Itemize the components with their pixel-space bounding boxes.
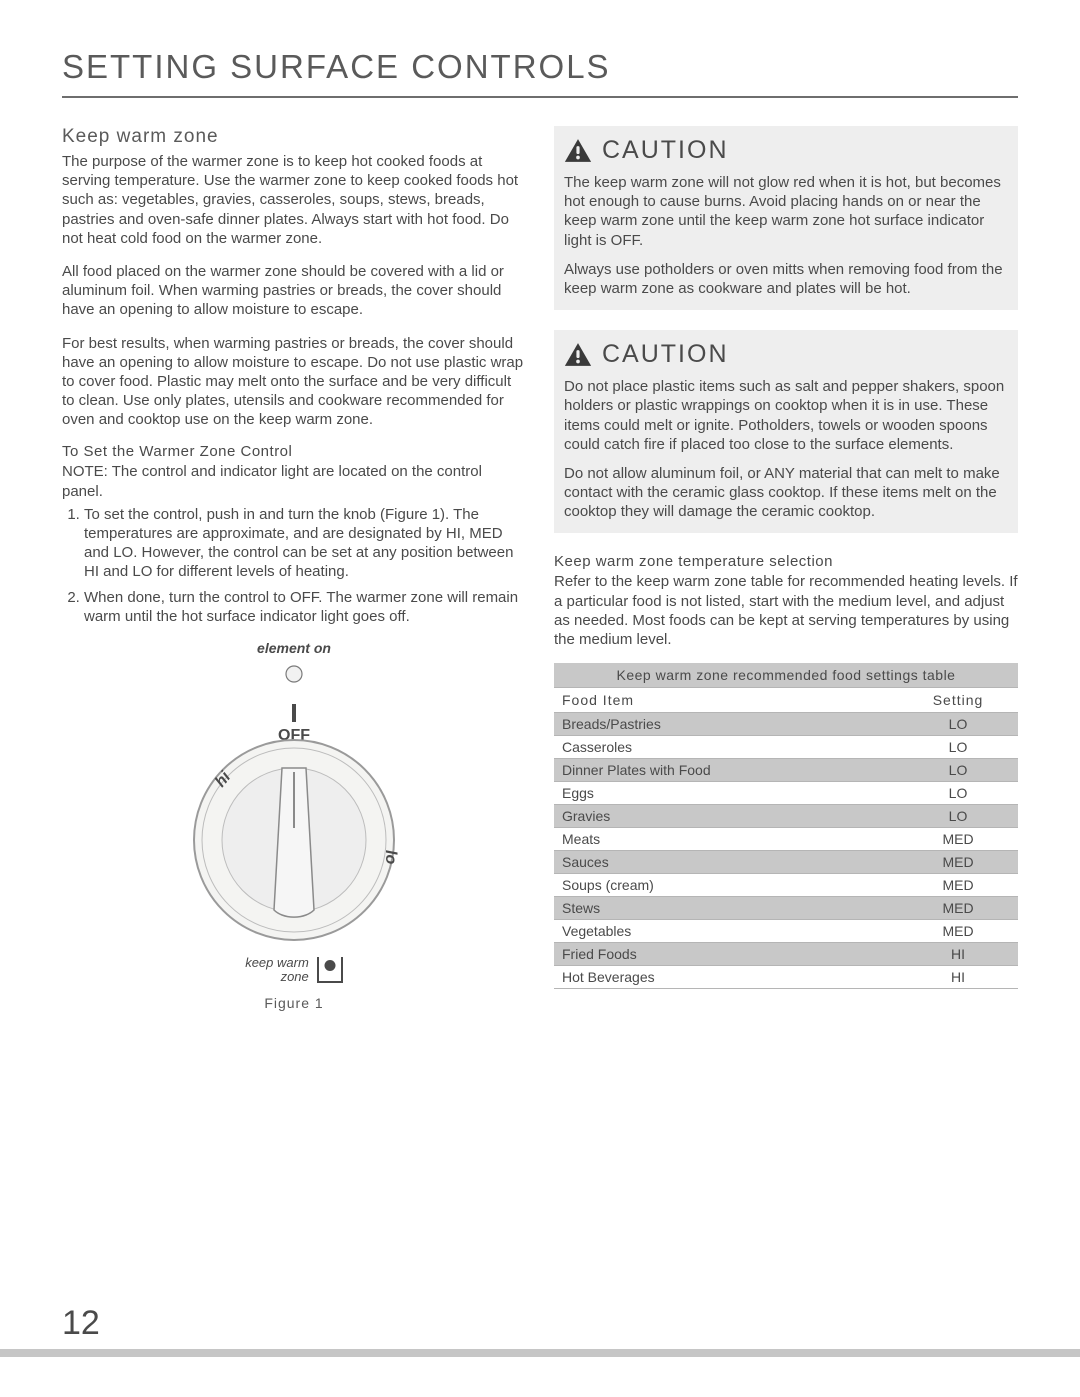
food-settings-table: Keep warm zone recommended food settings… <box>554 663 1018 989</box>
knob-illustration: OFF hi lo <box>164 660 424 950</box>
caution-header: CAUTION <box>564 136 1008 165</box>
section-heading-keep-warm: Keep warm zone <box>62 126 526 148</box>
food-item-cell: Sauces <box>554 851 898 874</box>
table-row: StewsMED <box>554 897 1018 920</box>
food-item-cell: Fried Foods <box>554 943 898 966</box>
footer-bar <box>0 1349 1080 1357</box>
subheading-set-warmer: To Set the Warmer Zone Control <box>62 443 526 460</box>
warning-triangle-icon <box>564 342 592 367</box>
table-row: Fried FoodsHI <box>554 943 1018 966</box>
page-title: SETTING SURFACE CONTROLS <box>62 48 1018 86</box>
setting-cell: MED <box>898 828 1018 851</box>
table-col-food: Food Item <box>554 688 898 713</box>
food-item-cell: Stews <box>554 897 898 920</box>
setting-cell: MED <box>898 874 1018 897</box>
table-col-setting: Setting <box>898 688 1018 713</box>
table-title: Keep warm zone recommended food settings… <box>554 663 1018 688</box>
paragraph: For best results, when warming pastries … <box>62 334 526 430</box>
paragraph: All food placed on the warmer zone shoul… <box>62 262 526 320</box>
subheading-temp-selection: Keep warm zone temperature selection <box>554 553 1018 570</box>
setting-cell: MED <box>898 897 1018 920</box>
table-title-row: Keep warm zone recommended food settings… <box>554 663 1018 688</box>
setting-cell: LO <box>898 713 1018 736</box>
food-item-cell: Meats <box>554 828 898 851</box>
food-item-cell: Vegetables <box>554 920 898 943</box>
figure-caption: Figure 1 <box>62 995 526 1011</box>
food-item-cell: Eggs <box>554 782 898 805</box>
element-on-label: element on <box>62 640 526 656</box>
setting-cell: LO <box>898 736 1018 759</box>
keep-warm-zone-label: keep warmzone <box>245 956 309 985</box>
caution-box-2: CAUTION Do not place plastic items such … <box>554 330 1018 533</box>
keep-warm-zone-indicator: keep warmzone <box>62 956 526 985</box>
paragraph: The purpose of the warmer zone is to kee… <box>62 152 526 248</box>
table-row: GraviesLO <box>554 805 1018 828</box>
caution-header: CAUTION <box>564 340 1008 369</box>
caution-paragraph: The keep warm zone will not glow red whe… <box>564 173 1008 250</box>
setting-cell: HI <box>898 943 1018 966</box>
setting-cell: MED <box>898 920 1018 943</box>
keep-warm-zone-icon <box>317 957 343 983</box>
table-row: VegetablesMED <box>554 920 1018 943</box>
table-row: Dinner Plates with FoodLO <box>554 759 1018 782</box>
caution-word: CAUTION <box>602 340 729 369</box>
setting-cell: LO <box>898 805 1018 828</box>
caution-paragraph: Do not place plastic items such as salt … <box>564 377 1008 454</box>
paragraph: Refer to the keep warm zone table for re… <box>554 572 1018 649</box>
warning-triangle-icon <box>564 138 592 163</box>
table-row: Hot BeveragesHI <box>554 966 1018 989</box>
caution-word: CAUTION <box>602 136 729 165</box>
page: SETTING SURFACE CONTROLS Keep warm zone … <box>0 0 1080 1397</box>
setting-cell: LO <box>898 759 1018 782</box>
figure-1: element on OFF h <box>62 640 526 1011</box>
food-item-cell: Dinner Plates with Food <box>554 759 898 782</box>
table-row: SaucesMED <box>554 851 1018 874</box>
steps-list: To set the control, push in and turn the… <box>62 505 526 626</box>
table-row: Soups (cream)MED <box>554 874 1018 897</box>
caution-paragraph: Always use potholders or oven mitts when… <box>564 260 1008 298</box>
food-item-cell: Soups (cream) <box>554 874 898 897</box>
caution-box-1: CAUTION The keep warm zone will not glow… <box>554 126 1018 310</box>
title-bar: SETTING SURFACE CONTROLS <box>62 48 1018 98</box>
table-row: MeatsMED <box>554 828 1018 851</box>
step-item: When done, turn the control to OFF. The … <box>84 588 526 626</box>
setting-cell: MED <box>898 851 1018 874</box>
page-number: 12 <box>62 1304 100 1343</box>
food-item-cell: Hot Beverages <box>554 966 898 989</box>
lo-label: lo <box>382 850 399 864</box>
table-row: Breads/PastriesLO <box>554 713 1018 736</box>
food-item-cell: Breads/Pastries <box>554 713 898 736</box>
setting-cell: HI <box>898 966 1018 989</box>
food-item-cell: Casseroles <box>554 736 898 759</box>
setting-cell: LO <box>898 782 1018 805</box>
left-column: Keep warm zone The purpose of the warmer… <box>62 126 526 1011</box>
step-item: To set the control, push in and turn the… <box>84 505 526 582</box>
right-column: CAUTION The keep warm zone will not glow… <box>554 126 1018 1011</box>
note-text: NOTE: The control and indicator light ar… <box>62 462 526 500</box>
caution-paragraph: Do not allow aluminum foil, or ANY mater… <box>564 464 1008 522</box>
two-column-layout: Keep warm zone The purpose of the warmer… <box>62 126 1018 1011</box>
table-header-row: Food Item Setting <box>554 688 1018 713</box>
food-item-cell: Gravies <box>554 805 898 828</box>
table-row: EggsLO <box>554 782 1018 805</box>
table-row: CasserolesLO <box>554 736 1018 759</box>
